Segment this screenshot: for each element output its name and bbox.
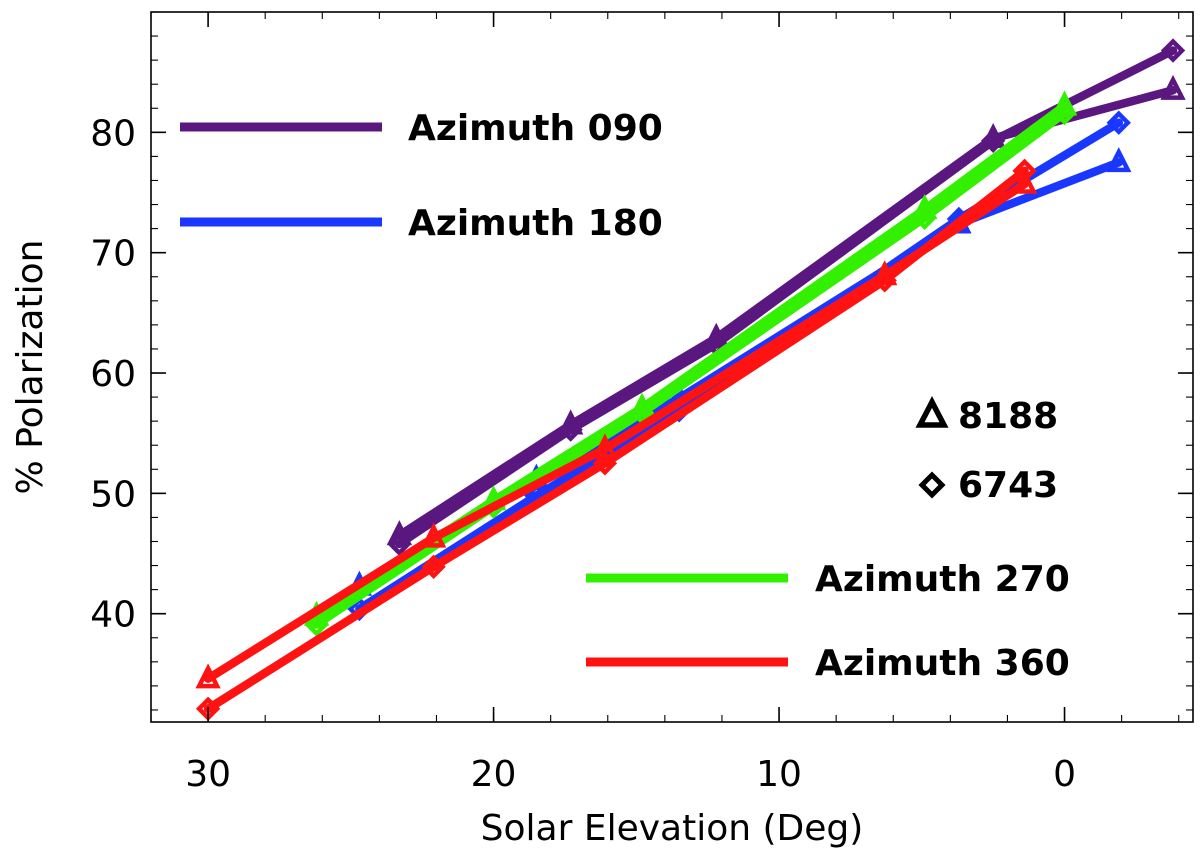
legend-label-az270: Azimuth 270 [815,559,1070,600]
legend-az270: Azimuth 270 [586,559,1070,600]
x-tick-label: 0 [1053,754,1076,795]
y-axis-title: % Polarization [10,240,51,495]
y-tick-label: 80 [90,113,136,154]
series-line-az360-diamond [203,166,1029,714]
marker-legend-diamond: 6743 [918,465,1058,506]
data-point-az090-diamond-3 [980,128,1006,153]
data-point-az180-triangle-4 [1106,147,1132,173]
x-axis-title: Solar Elevation (Deg) [481,808,864,849]
data-point-az090-diamond-0 [387,531,412,557]
data-point-az270-diamond-4 [1052,100,1077,126]
y-tick-label: 60 [90,354,136,395]
marker-legend-label-triangle: 8188 [958,396,1058,437]
marker-legend-label-diamond: 6743 [958,465,1058,506]
data-point-az090-diamond-4 [1160,38,1186,63]
data-point-az270-diamond-3 [912,205,937,230]
legend-label-az090: Azimuth 090 [408,108,663,149]
data-point-az360-diamond-4 [1012,158,1037,184]
x-tick-label: 20 [471,754,517,795]
series-az360-diamond [195,158,1037,721]
data-point-az090-diamond-1 [558,417,583,442]
data-point-az360-diamond-3 [872,268,897,293]
data-point-az090-triangle-4 [1160,74,1186,100]
legend-label-az180: Azimuth 180 [408,203,663,244]
data-point-az360-diamond-1 [421,554,446,579]
data-point-az360-triangle-1 [420,522,447,548]
data-point-az360-diamond-2 [592,451,618,476]
diamond-marker-icon [918,471,946,499]
data-point-az360-triangle-0 [195,663,221,689]
y-tick-label: 50 [90,474,136,515]
legend-az180: Azimuth 180 [180,203,663,244]
legend-label-az360: Azimuth 360 [815,643,1070,684]
legend-az090: Azimuth 090 [180,108,663,149]
data-point-az270-diamond-0 [304,612,329,637]
legend-az360: Azimuth 360 [586,643,1070,684]
triangle-marker-icon [915,396,949,428]
marker-legend-triangle: 8188 [915,396,1058,437]
y-tick-label: 70 [90,234,136,275]
plot-frame [150,11,1194,723]
x-tick-label: 30 [185,754,231,795]
x-tick-label: 10 [756,754,802,795]
data-point-az360-triangle-4 [1011,168,1038,194]
data-point-az180-diamond-4 [1106,110,1131,135]
y-tick-label: 40 [90,595,136,636]
